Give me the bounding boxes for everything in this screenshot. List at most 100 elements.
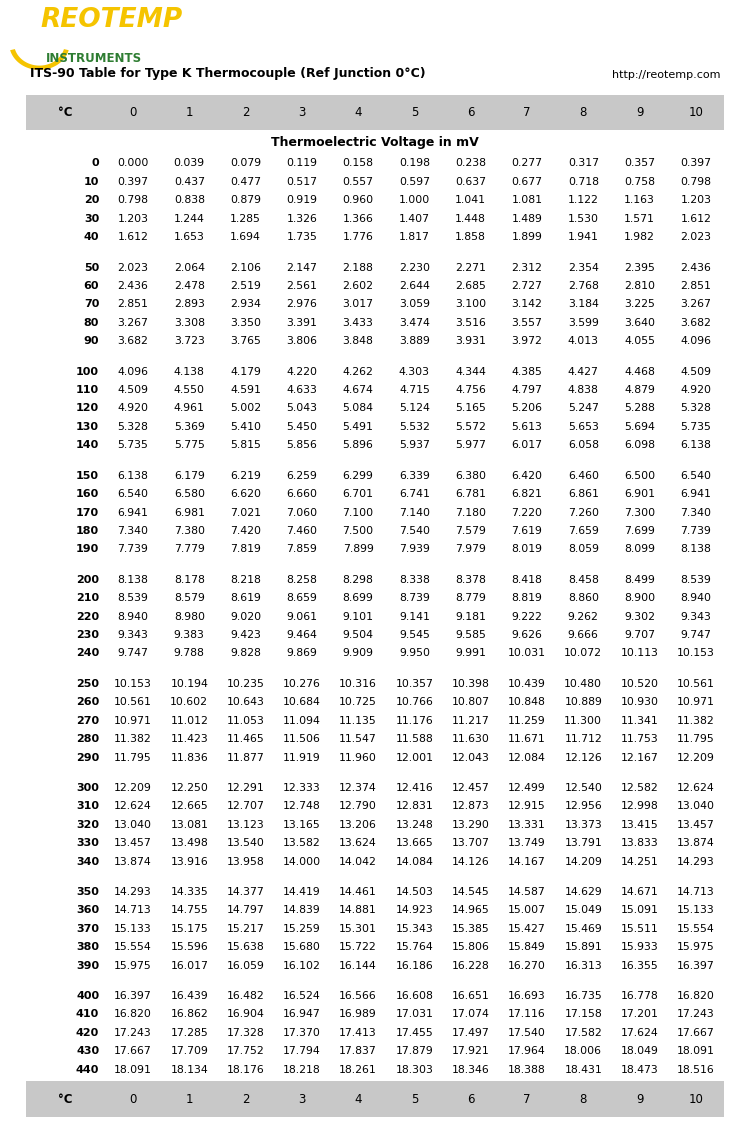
Text: 17.243: 17.243 [114,1028,152,1038]
Text: 0.039: 0.039 [174,159,205,169]
Text: 4.509: 4.509 [680,367,711,377]
Text: 8.138: 8.138 [680,544,711,555]
Text: 11.382: 11.382 [677,716,715,726]
Text: 2.685: 2.685 [455,281,486,291]
Text: 7: 7 [524,106,531,119]
Text: 8.458: 8.458 [568,575,598,585]
Text: 5.165: 5.165 [455,404,486,414]
Text: 6.460: 6.460 [568,470,598,480]
Text: 16.566: 16.566 [339,991,377,1001]
Text: 18.049: 18.049 [620,1046,658,1056]
Text: 3.557: 3.557 [512,318,542,327]
Text: 2.851: 2.851 [680,281,711,291]
Text: 2.354: 2.354 [568,262,598,272]
Text: 9.747: 9.747 [680,630,711,640]
Text: 13.582: 13.582 [283,838,321,848]
Text: 11.341: 11.341 [621,716,658,726]
Text: 300: 300 [76,783,99,793]
Text: 9.504: 9.504 [343,630,374,640]
Text: 4.055: 4.055 [624,336,655,346]
Text: 16.439: 16.439 [170,991,208,1001]
Text: 9.302: 9.302 [624,612,655,622]
Text: 7.659: 7.659 [568,526,598,536]
Text: 9.585: 9.585 [455,630,486,640]
Text: 320: 320 [76,820,99,830]
Text: REOTEMP: REOTEMP [40,7,182,33]
Text: 150: 150 [76,470,99,480]
Text: 10.930: 10.930 [620,698,658,708]
Text: 7.021: 7.021 [230,507,261,518]
Text: 5.002: 5.002 [230,404,261,414]
Text: 4.385: 4.385 [512,367,542,377]
Text: 15.427: 15.427 [508,924,546,934]
Text: 15.301: 15.301 [339,924,377,934]
Text: 9.061: 9.061 [286,612,317,622]
Text: 17.074: 17.074 [452,1009,490,1019]
Text: 16.651: 16.651 [452,991,490,1001]
Text: 3.267: 3.267 [680,299,711,309]
Text: K: K [1,549,22,576]
Text: 14.713: 14.713 [114,906,152,916]
Text: 6.500: 6.500 [624,470,655,480]
Text: 4.633: 4.633 [286,385,317,395]
Text: 8.539: 8.539 [680,575,711,585]
Text: 4.920: 4.920 [118,404,148,414]
Text: 0: 0 [92,159,99,169]
Text: 14.167: 14.167 [508,856,546,866]
Text: 9.343: 9.343 [118,630,148,640]
Text: 6.219: 6.219 [230,470,261,480]
Text: 13.665: 13.665 [395,838,433,848]
Text: 6.941: 6.941 [680,489,711,500]
Text: 4.262: 4.262 [343,367,374,377]
Text: 7.979: 7.979 [455,544,486,555]
Text: 9.991: 9.991 [455,648,486,658]
Text: 140: 140 [76,440,99,450]
Text: 8.218: 8.218 [230,575,261,585]
Text: 16.693: 16.693 [508,991,546,1001]
Text: 4.220: 4.220 [286,367,317,377]
Text: 7.739: 7.739 [680,526,711,536]
Text: 13.833: 13.833 [621,838,658,848]
Text: 16.820: 16.820 [677,991,715,1001]
Text: 1.530: 1.530 [568,214,598,224]
Text: 8.059: 8.059 [568,544,598,555]
Text: 11.671: 11.671 [508,735,546,744]
Text: 0.397: 0.397 [680,159,711,169]
Text: 1.653: 1.653 [174,232,205,242]
Text: 4.838: 4.838 [568,385,598,395]
Text: 12.624: 12.624 [677,783,715,793]
Text: 3.184: 3.184 [568,299,598,309]
Text: 6.420: 6.420 [512,470,542,480]
Text: 10.276: 10.276 [283,678,321,688]
Text: 0.718: 0.718 [568,177,598,187]
Text: 8.940: 8.940 [680,593,711,603]
Text: 0.198: 0.198 [399,159,430,169]
Text: 13.457: 13.457 [677,820,715,830]
Text: 17.752: 17.752 [226,1046,265,1056]
Text: 6.540: 6.540 [118,489,148,500]
Text: 17.285: 17.285 [170,1028,208,1038]
Text: 7.859: 7.859 [286,544,317,555]
Text: 1.326: 1.326 [286,214,317,224]
Text: 70: 70 [84,299,99,309]
Text: 4.715: 4.715 [399,385,430,395]
Text: 15.091: 15.091 [620,906,658,916]
Text: 13.457: 13.457 [114,838,152,848]
Text: 9.788: 9.788 [174,648,205,658]
Text: 9.464: 9.464 [286,630,317,640]
Text: 13.331: 13.331 [508,820,546,830]
Text: 10.602: 10.602 [170,698,208,708]
Text: 12.831: 12.831 [395,801,433,811]
Text: °C: °C [58,1092,73,1106]
Text: 270: 270 [76,716,99,726]
Text: 6: 6 [467,106,475,119]
Text: 12.457: 12.457 [452,783,490,793]
Text: 2.312: 2.312 [512,262,542,272]
Text: 17.540: 17.540 [508,1028,546,1038]
Text: 0.597: 0.597 [399,177,430,187]
Text: 1.163: 1.163 [624,196,655,205]
Text: 5.735: 5.735 [118,440,148,450]
Text: 2.810: 2.810 [624,281,655,291]
Text: 2.893: 2.893 [174,299,205,309]
Text: 6.580: 6.580 [174,489,205,500]
